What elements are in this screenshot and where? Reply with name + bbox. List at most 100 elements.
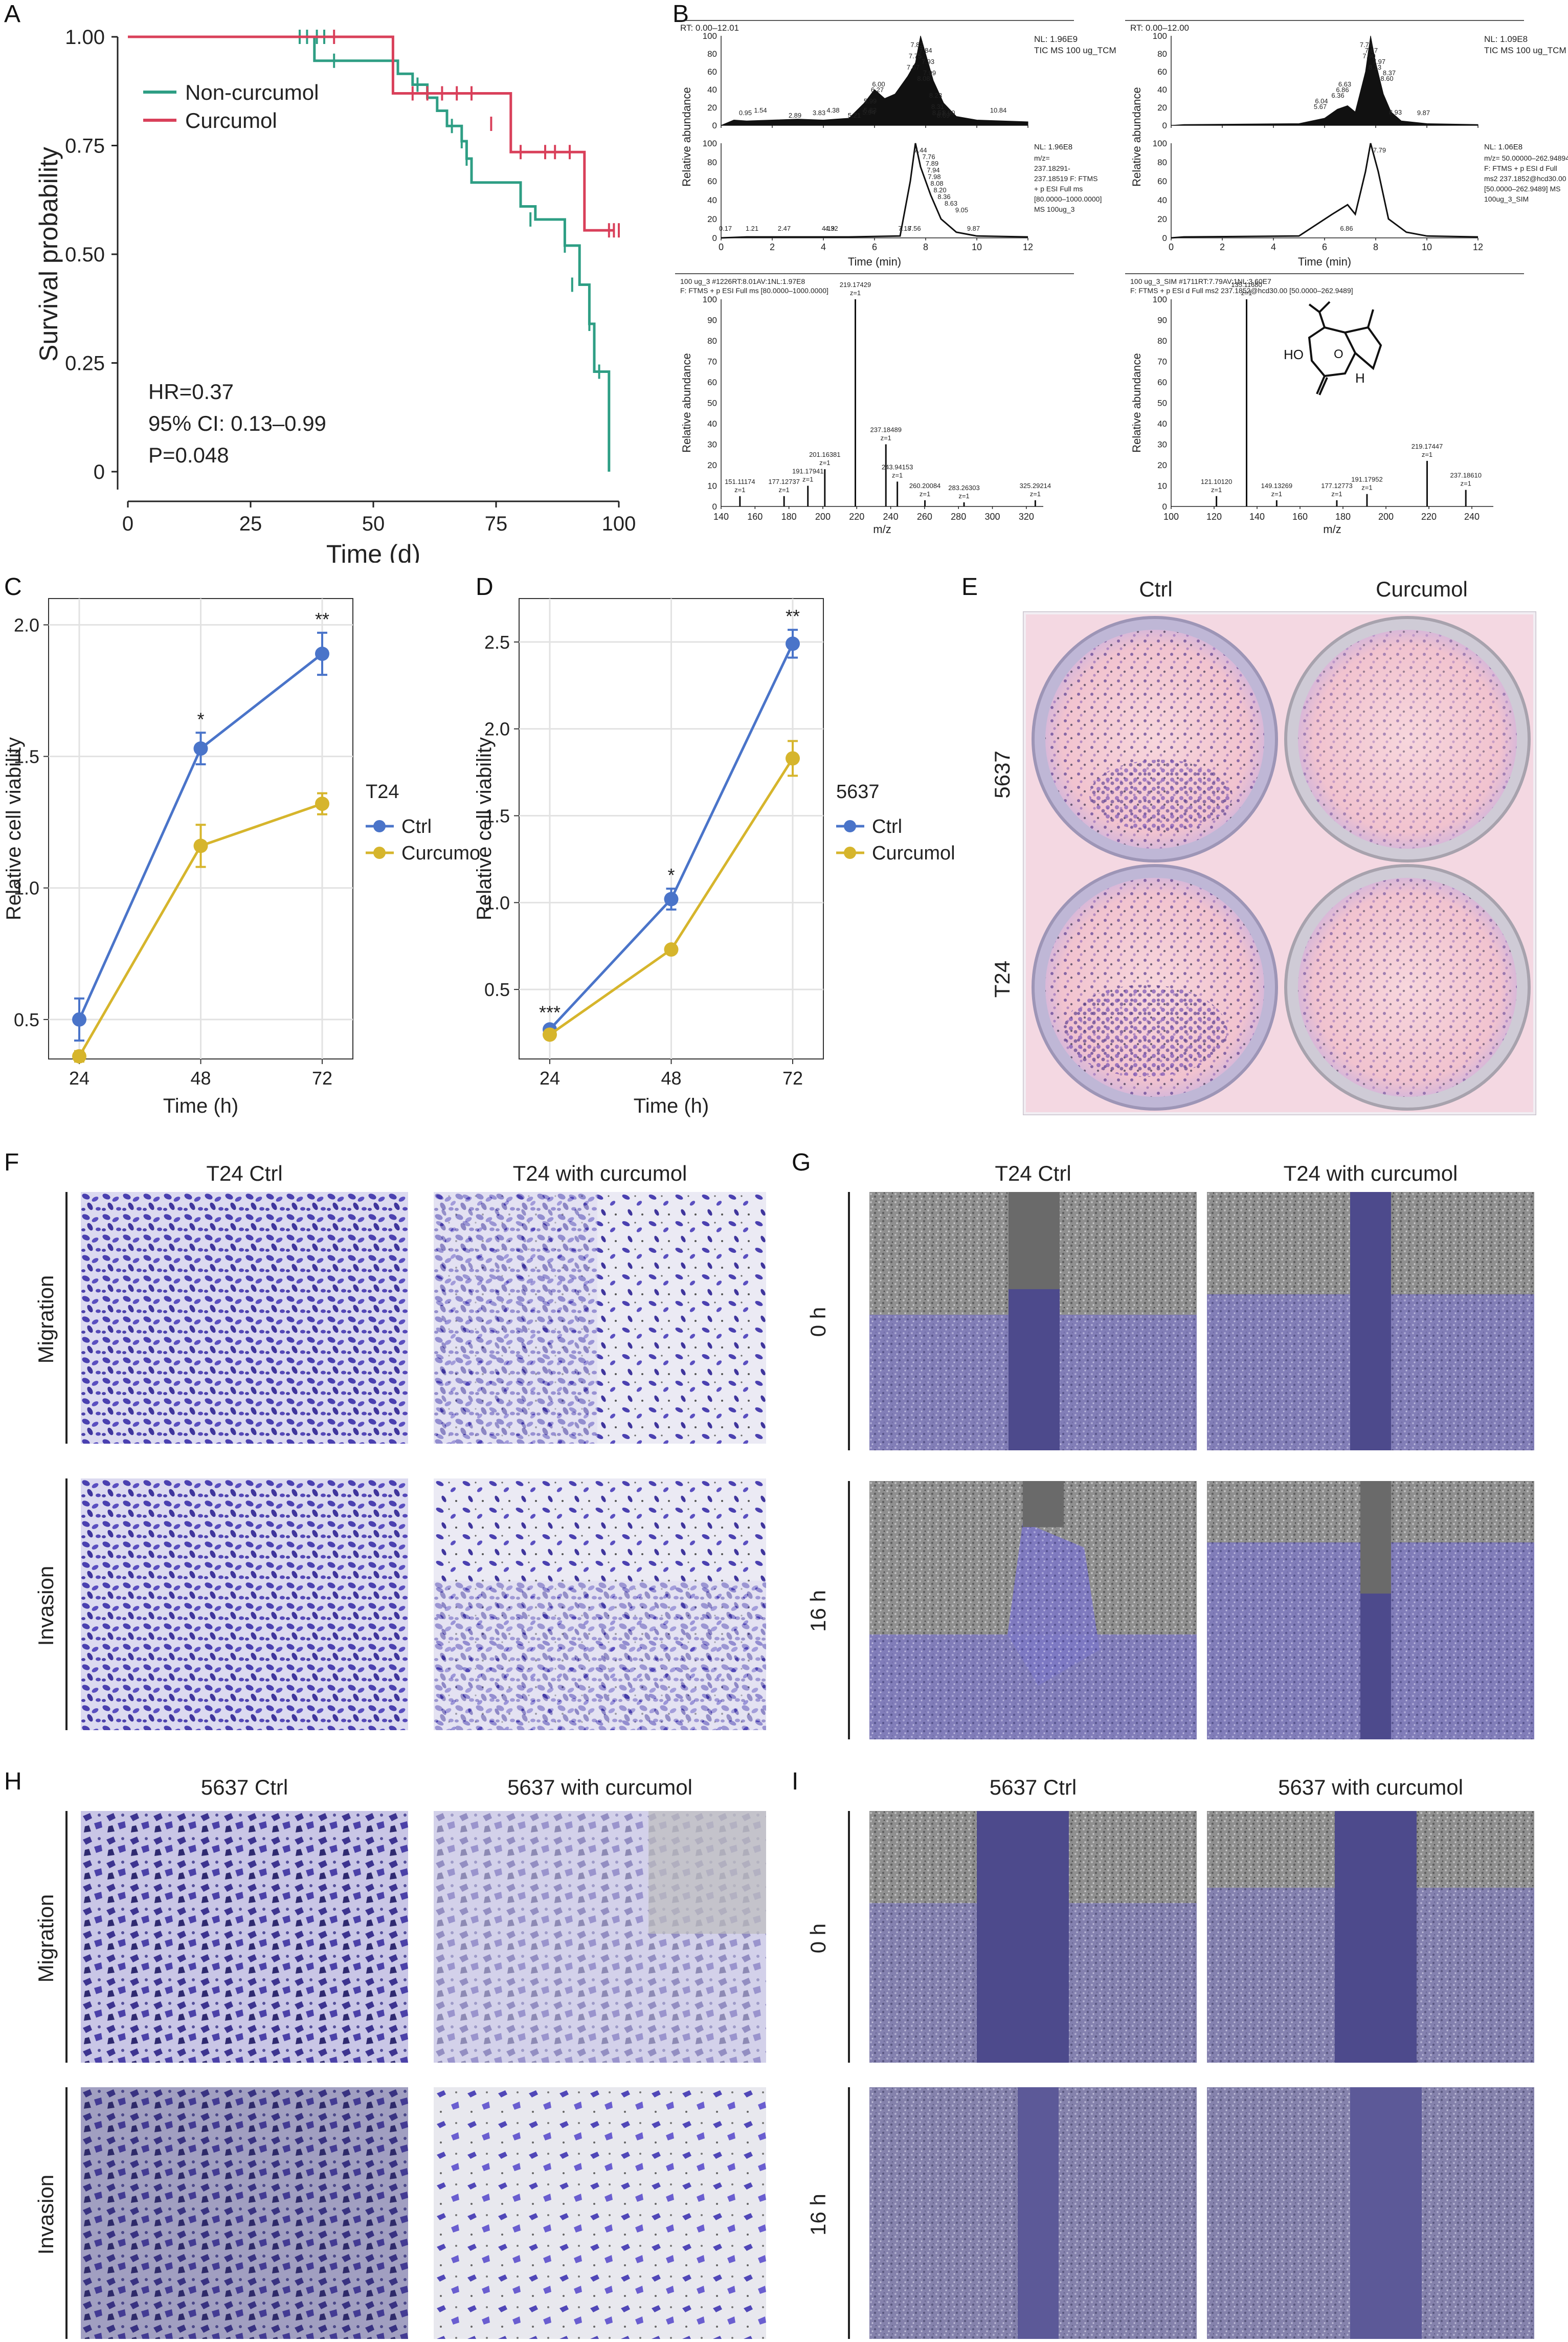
i-row-0h: 0 h: [806, 1923, 830, 1954]
b-chrom-right-peak-label-top: 8.60: [1380, 75, 1393, 82]
b-ms-left-y-tick-label: 70: [707, 357, 717, 367]
b-chrom-right-y-tick-label: 100: [1153, 139, 1167, 148]
b-chrom-left-peak-label-bottom: 1.21: [746, 225, 758, 232]
c-series-1-point: [315, 797, 329, 811]
b-chrom-right-peak-label-top: 7.67: [1365, 47, 1378, 54]
c-x-tick-label: 48: [190, 1068, 211, 1089]
b-chrom-left-peak-label-top: 0.95: [739, 109, 752, 117]
a-y-tick-label: 0.75: [65, 135, 105, 158]
a-annotation-2: P=0.048: [148, 443, 229, 467]
b-chrom-left-y-tick-label: 40: [707, 195, 717, 205]
b-chrom-left-peak-label-top: 7.67: [907, 63, 920, 71]
b-chrom-left-peak-label-top: 6.27: [871, 86, 884, 94]
b-ms-left-peak-charge: z=1: [778, 486, 789, 494]
b-chrom-left-peak-label-bottom: 4.32: [825, 225, 838, 232]
b-chrom-left-x-tick-label: 2: [770, 242, 775, 252]
b-ms-right-y-tick-label: 100: [1153, 295, 1167, 304]
b-ms-right-peak-charge: z=1: [1211, 486, 1222, 494]
b-chrom-left-peak-label-bottom: 7.76: [922, 153, 935, 161]
c-significance: *: [197, 709, 204, 730]
b-ms-left-x-tick-label: 180: [781, 512, 797, 522]
b-ms-right-y-tick-label: 70: [1157, 357, 1167, 367]
b-ms-right-y-tick-label: 40: [1157, 419, 1167, 429]
b-chrom-left-peak-label-top: 1.54: [754, 106, 767, 114]
b-chrom-right-nl-top: NL: 1.09E8: [1484, 34, 1528, 44]
b-chrom-left-peak-label-top: 8.90: [942, 109, 955, 117]
b-ms-right-y-tick-label: 50: [1157, 399, 1167, 408]
e-row-5637: 5637: [990, 750, 1014, 799]
b-ms-left-y-tick-label: 80: [707, 336, 717, 346]
b-chrom-right-x-tick-label: 2: [1220, 242, 1225, 252]
plate-5637-curcumol: [1284, 616, 1531, 863]
b-chrom-left-tic-top: TIC MS 100 ug_TCM: [1034, 46, 1116, 55]
b-chrom-left-x-tick-label: 8: [923, 242, 928, 252]
c-x-tick-label: 72: [312, 1068, 332, 1089]
g-0h-curcumol-image: [1207, 1192, 1534, 1450]
g-16h-ctrl-image: [869, 1481, 1197, 1739]
c-y-tick-label: 1.5: [14, 746, 39, 767]
c-x-tick-label: 24: [69, 1068, 89, 1089]
panel-letter-c: C: [4, 573, 22, 601]
c-y-label: Relative cell viability: [3, 737, 25, 920]
g-divider-16h: [848, 1481, 850, 1739]
f-invasion-curcumol-image: [434, 1478, 766, 1730]
a-legend-label-0: Non-curcumol: [185, 80, 319, 104]
b-chrom-right-peak-label-top: 7.90: [1362, 52, 1375, 60]
a-x-tick-label: 0: [122, 513, 133, 535]
b-ms-left-peak-charge: z=1: [1030, 490, 1041, 498]
c-legend-dot-0: [373, 820, 386, 832]
b-chrom-right-peak-label-top: 8.37: [1383, 69, 1396, 77]
b-ms-left-y-tick-label: 60: [707, 378, 717, 387]
b-chrom-right-peak-label-top: 6.63: [1338, 80, 1351, 88]
b-chrom-right-y-tick-label: 0: [1162, 233, 1167, 243]
b-chrom-left-header: RT: 0.00–12.01: [680, 23, 739, 33]
b-ms-left-x-tick-label: 160: [747, 512, 763, 522]
b-chrom-left-info-line: 237.18291-: [1034, 164, 1070, 172]
structure-label-ho: HO: [1284, 347, 1304, 362]
panel-letter-f: F: [4, 1149, 19, 1176]
panel-letter-g: G: [792, 1149, 811, 1176]
b-chrom-left-peak-label-bottom: 9.05: [955, 206, 968, 214]
b-chrom-left-x-tick-label: 12: [1023, 242, 1033, 252]
b-chrom-right-x-tick-label: 12: [1473, 242, 1483, 252]
b-chrom-right-peak-label-top: 7.97: [1373, 58, 1385, 65]
b-chrom-left-peak-label-top: 6.00: [872, 80, 885, 88]
b-ms-left-y-tick-label: 20: [707, 460, 717, 470]
plate-t24-ctrl: [1032, 864, 1278, 1111]
d-legend-label-0: Ctrl: [872, 816, 902, 837]
g-col-curcumol: T24 with curcumol: [1283, 1161, 1458, 1185]
b-ms-right-x-tick-label: 240: [1464, 512, 1480, 522]
e-col-ctrl: Ctrl: [1139, 577, 1173, 601]
b-ms-right-x-tick-label: 140: [1249, 512, 1265, 522]
b-ms-left-peak-label: 237.18489: [870, 426, 902, 434]
a-y-label: Survival probability: [34, 147, 63, 362]
structure-label-h: H: [1355, 370, 1365, 386]
b-chrom-right-info-line: 100ug_3_SIM: [1484, 195, 1529, 203]
b-chrom-left-y-tick-label: 20: [707, 214, 717, 224]
b-ms-left-peak-charge: z=1: [850, 289, 861, 297]
g-row-0h: 0 h: [806, 1307, 830, 1337]
b-chrom-left-info-line: [80.0000–1000.0000]: [1034, 195, 1102, 203]
b-ms-right-peak-label: 219.17447: [1412, 443, 1443, 450]
b-chrom-left-info-line: m/z=: [1034, 154, 1050, 162]
b-chrom-left-peak-label-bottom: 7.98: [928, 173, 940, 181]
b-chrom-left-xic-trace: [721, 143, 1028, 239]
b-chrom-left-peak-label-bottom: 7.94: [927, 166, 939, 174]
b-chrom-left-peak-label-top: 8.69: [937, 112, 950, 119]
h-divider-migration: [65, 1811, 68, 2063]
b-ms-left-x-tick-label: 240: [883, 512, 899, 522]
b-ms-right-y-tick-label: 30: [1157, 440, 1167, 450]
h-col-ctrl: 5637 Ctrl: [200, 1775, 288, 1799]
b-chrom-left-peak-label-top: 5.94: [862, 108, 875, 116]
b-chrom-right-peak-label-top: 9.87: [1417, 109, 1430, 117]
b-ms-right-x-label: m/z: [1323, 523, 1341, 536]
b-ms-left-x-tick-label: 280: [951, 512, 966, 522]
h-row-migration: Migration: [34, 1894, 58, 1983]
b-ms-right-peak-charge: z=1: [1461, 480, 1471, 488]
c-legend-title: T24: [366, 781, 399, 803]
curcumol-structure-drawing: HO OH: [1284, 301, 1382, 395]
b-chrom-right-peak-label-top: 5.67: [1314, 103, 1327, 111]
b-ms-left-x-tick-label: 300: [985, 512, 1000, 522]
b-ms-left-peak-label: 325.29214: [1020, 482, 1051, 490]
b-chrom-left-info-line: MS 100ug_3: [1034, 205, 1075, 213]
